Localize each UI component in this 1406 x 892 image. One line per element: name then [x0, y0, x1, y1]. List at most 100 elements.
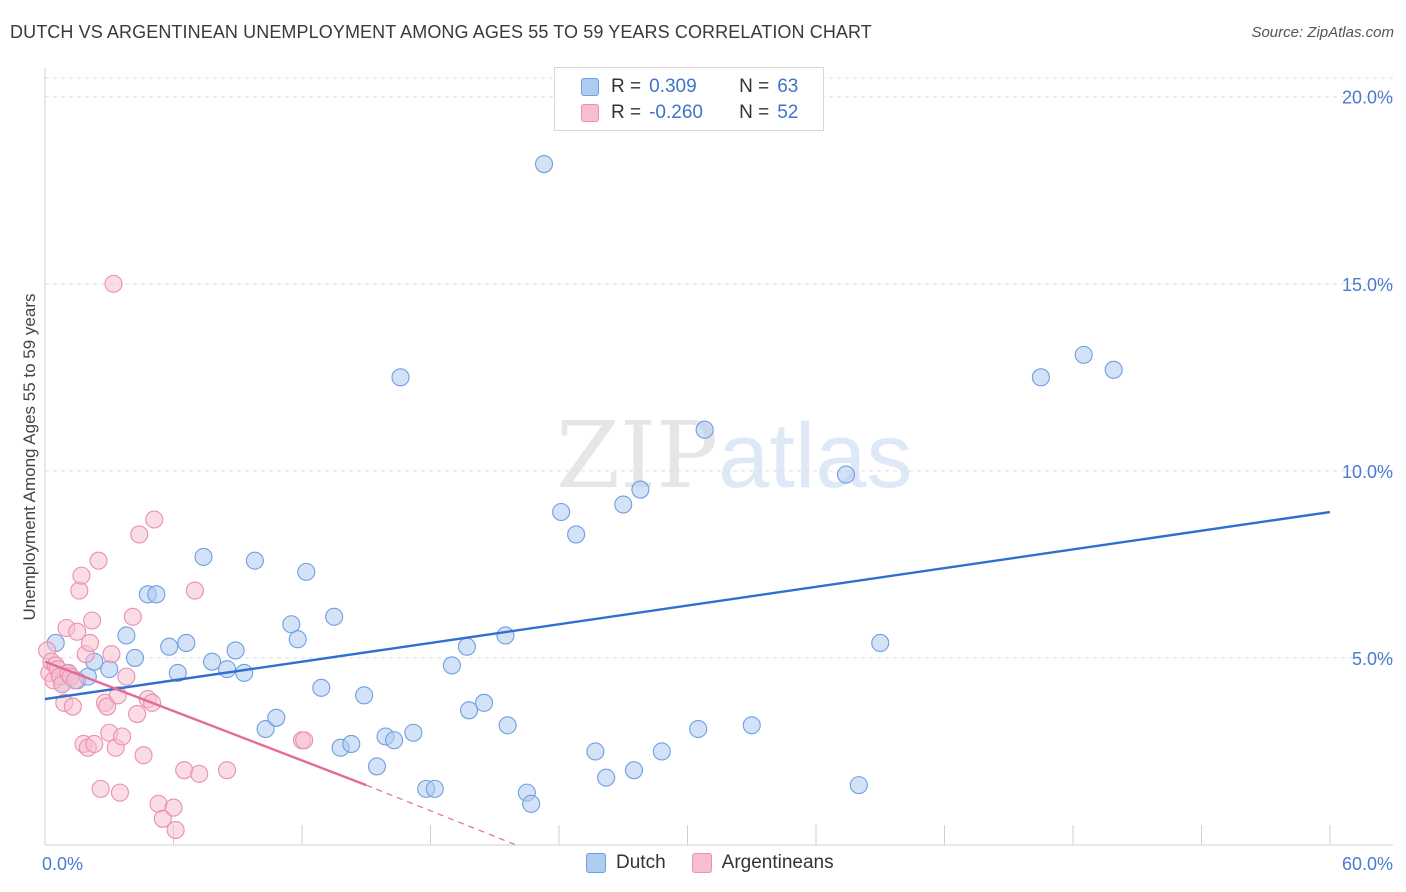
dutch-point: [689, 719, 708, 739]
argentinean-point: [65, 671, 85, 690]
dutch-point: [1031, 368, 1050, 387]
tick-labels-layer: 5.0% 10.0% 15.0% 20.0% 0.0% 60.0%: [42, 88, 1393, 874]
dutch-point: [425, 779, 444, 798]
legend-r-label: R =: [611, 76, 642, 97]
dutch-point: [498, 716, 517, 735]
argentinean-point: [68, 622, 87, 641]
dutch-point: [125, 648, 144, 667]
legend-r-label: R =: [611, 102, 642, 123]
dutch-point: [325, 607, 344, 626]
dutch-point: [597, 768, 616, 787]
argentinean-point: [98, 697, 117, 716]
legend-n-label: N =: [739, 76, 770, 97]
dutch-point: [177, 633, 196, 653]
dutch-point: [282, 615, 301, 634]
y-tick-label: 10.0%: [1342, 462, 1393, 482]
argentinean-point: [185, 581, 204, 600]
dutch-point: [742, 716, 761, 735]
argentinean-point: [104, 274, 123, 293]
x-tick-label: 60.0%: [1342, 854, 1393, 874]
dutch-point: [100, 660, 119, 679]
dutch-point: [474, 693, 494, 712]
argentinean-trend-extension: [366, 784, 517, 846]
dutch-point: [226, 641, 245, 660]
dutch-point: [459, 701, 479, 720]
dutch-point: [522, 794, 541, 813]
dutch-trend-line: [44, 510, 1331, 701]
dutch-point: [267, 708, 286, 727]
dutch-point: [256, 719, 275, 739]
legend-r-value: 0.309: [649, 76, 697, 97]
dutch-point: [631, 480, 650, 499]
dutch-point: [567, 525, 586, 544]
argentinean-point: [295, 731, 314, 750]
argentinean-point: [113, 727, 132, 746]
dutch-point: [355, 686, 374, 705]
legend-n-value: 63: [777, 76, 799, 97]
correlation-legend: R = 0.309 N = 63 R = -0.260 N = 52: [554, 67, 824, 131]
dutch-point: [534, 155, 554, 174]
axis-layer: [44, 68, 1393, 846]
argentinean-point: [134, 746, 153, 765]
dutch-point: [614, 495, 633, 514]
watermark-atlas: atlas: [718, 405, 913, 507]
argentinean-point: [153, 809, 172, 828]
dutch-point: [168, 663, 187, 682]
argentinean-point: [80, 633, 100, 653]
series-legend-argentineans-label: Argentineans: [721, 852, 834, 873]
dutch-point: [160, 637, 179, 656]
dutch-point: [342, 734, 361, 754]
dutch-point: [245, 551, 264, 570]
argentinean-point: [89, 551, 108, 570]
dutch-point: [695, 420, 714, 439]
legend-row-argentineans: R = -0.260 N = 52: [581, 100, 798, 126]
series-legend-dutch-label: Dutch: [616, 852, 666, 873]
dutch-point: [391, 368, 410, 387]
chart-title: DUTCH VS ARGENTINEAN UNEMPLOYMENT AMONG …: [10, 22, 872, 42]
dutch-point: [203, 652, 222, 671]
argentinean-point: [217, 761, 237, 780]
argentinean-point: [123, 607, 142, 626]
legend-row-dutch: R = 0.309 N = 63: [581, 74, 798, 100]
dutch-point: [194, 547, 213, 566]
argentinean-trend-line: [44, 660, 367, 787]
series-legend-dutch: Dutch: [586, 852, 666, 874]
argentinean-point: [130, 525, 149, 544]
argentinean-point: [149, 794, 168, 813]
argentinean-point: [83, 611, 102, 630]
source-label: Source: ZipAtlas.com: [1251, 24, 1394, 41]
argentinean-point: [110, 783, 130, 802]
argentinean-point: [175, 761, 194, 780]
dutch-point: [1074, 345, 1093, 364]
argentinean-point: [63, 697, 82, 716]
y-tick-label: 15.0%: [1342, 275, 1393, 295]
legend-swatch-dutch: [581, 78, 599, 96]
dutch-point: [652, 742, 671, 761]
dutch-point: [385, 731, 404, 750]
points-layer: [38, 155, 1123, 840]
legend-n-label: N =: [739, 102, 770, 123]
legend-n-value: 52: [777, 102, 799, 123]
dutch-point: [496, 626, 515, 645]
argentinean-point: [166, 820, 185, 840]
argentinean-point: [117, 667, 136, 686]
dutch-point: [235, 663, 254, 682]
argentinean-point: [145, 510, 164, 529]
series-legend: Dutch Argentineans: [586, 852, 860, 874]
legend-r-value: -0.260: [649, 102, 703, 123]
series-legend-argentineans: Argentineans: [691, 852, 834, 874]
dutch-point: [117, 626, 136, 645]
argentinean-point: [190, 764, 209, 783]
series-swatch-dutch: [586, 853, 606, 873]
dutch-point: [849, 776, 868, 795]
dutch-point: [442, 656, 461, 675]
dutch-point: [586, 742, 605, 761]
dutch-point: [624, 761, 644, 780]
y-tick-label: 5.0%: [1352, 649, 1393, 669]
dutch-point: [457, 637, 476, 656]
dutch-point: [836, 465, 856, 484]
trend-layer: [44, 510, 1331, 846]
dutch-point: [404, 723, 423, 742]
argentinean-point: [102, 645, 121, 664]
